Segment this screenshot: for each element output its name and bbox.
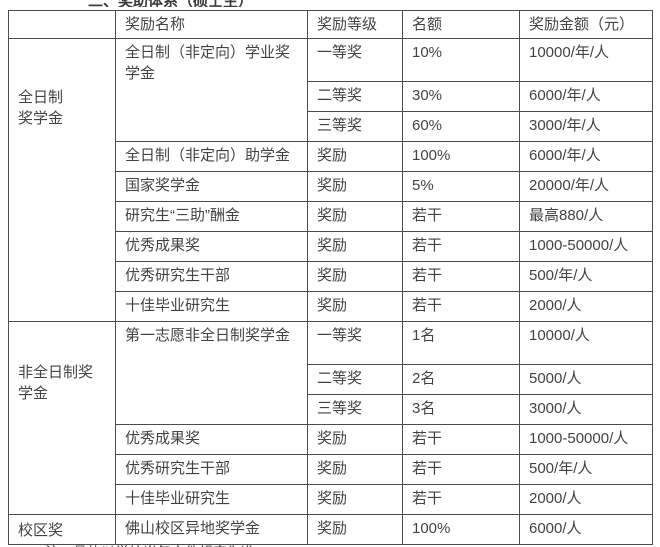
name-cell: 十佳毕业研究生 — [115, 291, 308, 322]
header-row: 奖励名称 奖励等级 名额 奖励金额（元） — [8, 10, 653, 39]
table-row: 研究生“三助”酬金 奖励 若干 最高880/人 — [9, 201, 653, 232]
name-cell: 全日制（非定向）助学金 — [115, 141, 308, 172]
level-cell: 奖励 — [307, 484, 403, 515]
amount-cell: 2000/人 — [519, 291, 653, 322]
quota-cell: 若干 — [402, 454, 520, 485]
name-cell: 优秀研究生干部 — [115, 261, 308, 292]
scholarship-table: 奖励名称 奖励等级 名额 奖励金额（元） 全日制 奖学金 全日制（非定向）学业奖… — [8, 10, 653, 545]
group-label-line: 校区奖 — [18, 522, 64, 539]
quota-cell: 若干 — [402, 424, 520, 455]
amount-cell: 1000-50000/人 — [519, 231, 653, 262]
amount-cell: 3000/人 — [519, 394, 653, 425]
table-row: 优秀成果奖 奖励 若干 1000-50000/人 — [9, 231, 653, 262]
group-cell-fulltime: 全日制 奖学金 — [8, 38, 116, 322]
name-cell: 研究生“三助”酬金 — [115, 201, 308, 232]
group-cell-campus: 校区奖 — [8, 514, 116, 545]
level-cell: 奖励 — [307, 424, 403, 455]
table-row: 二等奖 2名 5000/人 — [9, 364, 653, 395]
header-quota: 名额 — [402, 10, 520, 39]
header-award-level: 奖励等级 — [307, 10, 403, 39]
amount-cell: 20000/年/人 — [519, 171, 653, 202]
quota-cell: 若干 — [402, 231, 520, 262]
quota-cell: 100% — [402, 141, 520, 172]
amount-cell: 2000/人 — [519, 484, 653, 515]
level-cell: 三等奖 — [307, 111, 403, 142]
group-cell-parttime: 非全日制奖 学金 — [8, 321, 116, 515]
table-row: 优秀研究生干部 奖励 若干 500/年/人 — [9, 261, 653, 292]
level-cell: 三等奖 — [307, 394, 403, 425]
clipped-footnote: 注：具体以学校当年文件规定为准 — [0, 542, 660, 547]
quota-cell: 1名 — [402, 321, 520, 365]
name-cell: 第一志愿非全日制奖学金 — [115, 321, 308, 425]
clipped-page-title-text: 二、奖助体系（硕士生） — [88, 0, 660, 7]
level-cell: 二等奖 — [307, 364, 403, 395]
name-cell: 国家奖学金 — [115, 171, 308, 202]
name-cell: 优秀研究生干部 — [115, 454, 308, 485]
level-cell: 一等奖 — [307, 321, 403, 365]
level-cell: 奖励 — [307, 171, 403, 202]
group-label-line: 奖学金 — [18, 110, 64, 127]
table-row: 国家奖学金 奖励 5% 20000/年/人 — [9, 171, 653, 202]
table-row: 优秀研究生干部 奖励 若干 500/年/人 — [9, 454, 653, 485]
quota-cell: 100% — [402, 514, 520, 545]
amount-cell: 500/年/人 — [519, 454, 653, 485]
level-cell: 奖励 — [307, 291, 403, 322]
name-cell: 优秀成果奖 — [115, 424, 308, 455]
clipped-page-title: 二、奖助体系（硕士生） — [0, 0, 660, 7]
group-label-line: 全日制 — [18, 89, 64, 106]
level-cell: 奖励 — [307, 141, 403, 172]
table-row: 非全日制奖 学金 第一志愿非全日制奖学金 一等奖 1名 10000/人 — [8, 321, 653, 515]
quota-cell: 5% — [402, 171, 520, 202]
header-award-amount: 奖励金额（元） — [519, 10, 653, 39]
header-award-name: 奖励名称 — [115, 10, 308, 39]
amount-cell: 1000-50000/人 — [519, 424, 653, 455]
table-row: 十佳毕业研究生 奖励 若干 2000/人 — [9, 291, 653, 322]
level-cell: 奖励 — [307, 454, 403, 485]
name-cell: 佛山校区异地奖学金 — [115, 514, 308, 545]
name-cell: 十佳毕业研究生 — [115, 484, 308, 515]
level-cell: 二等奖 — [307, 81, 403, 112]
quota-cell: 2名 — [402, 364, 520, 395]
quota-cell: 若干 — [402, 484, 520, 515]
group-label-line: 学金 — [18, 385, 49, 402]
header-group — [8, 10, 116, 39]
name-cell: 优秀成果奖 — [115, 231, 308, 262]
quota-cell: 若干 — [402, 261, 520, 292]
amount-cell: 5000/人 — [519, 364, 653, 395]
amount-cell: 10000/人 — [519, 321, 653, 365]
amount-cell: 10000/年/人 — [519, 38, 653, 82]
group-label-line: 非全日制奖 — [18, 364, 94, 381]
table-row: 二等奖 30% 6000/年/人 — [9, 81, 653, 112]
level-cell: 奖励 — [307, 231, 403, 262]
quota-cell: 若干 — [402, 201, 520, 232]
level-cell: 奖励 — [307, 514, 403, 545]
table-row: 三等奖 60% 3000/年/人 — [9, 111, 653, 142]
table-row: 十佳毕业研究生 奖励 若干 2000/人 — [9, 484, 653, 515]
level-cell: 一等奖 — [307, 38, 403, 82]
clipped-footnote-text: 注：具体以学校当年文件规定为准 — [45, 542, 660, 547]
table-row: 校区奖 佛山校区异地奖学金 奖励 100% 6000/人 — [8, 514, 653, 545]
quota-cell: 10% — [402, 38, 520, 82]
table-row: 全日制（非定向）助学金 奖励 100% 6000/年/人 — [9, 141, 653, 172]
table-row: 全日制 奖学金 全日制（非定向）学业奖学金 一等奖 10% 10000/年/人 — [8, 38, 653, 322]
level-cell: 奖励 — [307, 261, 403, 292]
quota-cell: 若干 — [402, 291, 520, 322]
quota-cell: 30% — [402, 81, 520, 112]
amount-cell: 6000/年/人 — [519, 141, 653, 172]
level-cell: 奖励 — [307, 201, 403, 232]
quota-cell: 3名 — [402, 394, 520, 425]
amount-cell: 3000/年/人 — [519, 111, 653, 142]
amount-cell: 6000/人 — [519, 514, 653, 545]
quota-cell: 60% — [402, 111, 520, 142]
amount-cell: 500/年/人 — [519, 261, 653, 292]
amount-cell: 最高880/人 — [519, 201, 653, 232]
name-cell: 全日制（非定向）学业奖学金 — [115, 38, 308, 142]
amount-cell: 6000/年/人 — [519, 81, 653, 112]
